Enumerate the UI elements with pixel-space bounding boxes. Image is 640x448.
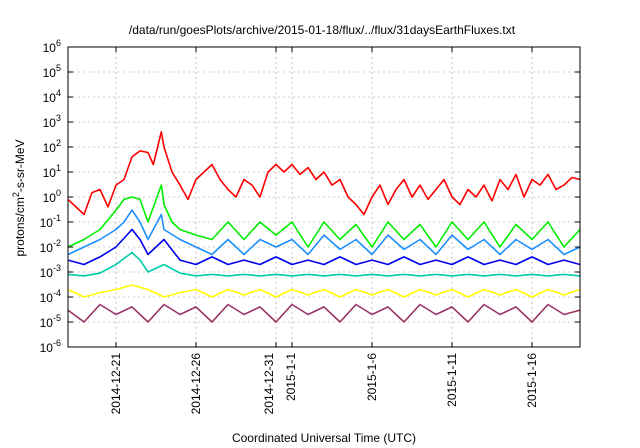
x-tick-label: 2015-1-16 [525,353,539,408]
series-line-6 [67,284,581,298]
y-axis-label-exp: 2 [11,192,21,197]
y-tick-label: 10-3 [40,263,61,280]
series-line-7 [67,303,581,323]
y-tick-label: 103 [43,113,61,130]
y-tick-label: 10-2 [40,238,61,255]
y-tick-label: 104 [43,88,61,105]
y-tick-label: 10-6 [40,338,61,355]
y-tick-label: 101 [43,163,61,180]
y-axis-label-main: protons/cm [13,197,27,256]
series-line-3 [67,209,581,256]
y-tick-label: 100 [43,188,61,205]
x-tick-label: 2015-1-11 [445,353,459,407]
y-axis-label-rest: -s-sr-MeV [13,139,27,192]
x-tick-label: 2014-12-21 [109,353,123,415]
x-tick-label: 2014-12-26 [189,353,203,415]
y-tick-label: 10-5 [40,313,61,330]
series-group [67,131,581,323]
y-tick-label: 105 [43,63,61,80]
series-line-4 [67,228,581,266]
chart-title: /data/run/goesPlots/archive/2015-01-18/f… [129,23,516,37]
y-tick-label: 106 [43,38,61,55]
y-tick-label: 102 [43,138,61,155]
y-axis-label: protons/cm2-s-sr-MeV [11,139,27,256]
y-tick-label: 10-1 [40,213,61,230]
y-tick-label: 10-4 [40,288,61,305]
x-tick-label: 2015-1-1 [284,353,298,401]
series-line-2 [67,184,581,248]
x-axis: 2014-12-21 2014-12-26 2014-12-31 2015-1-1 20… [109,47,539,414]
y-axis: 10-6 10-5 10-4 10-3 10-2 10-1 100 101 102 103 104 1… [40,38,580,355]
x-tick-label: 2014-12-31 [262,353,276,415]
x-tick-label: 2015-1-6 [365,353,379,401]
series-line-1 [67,131,581,216]
series-line-5 [67,251,581,277]
x-axis-label: Coordinated Universal Time (UTC) [232,431,416,445]
